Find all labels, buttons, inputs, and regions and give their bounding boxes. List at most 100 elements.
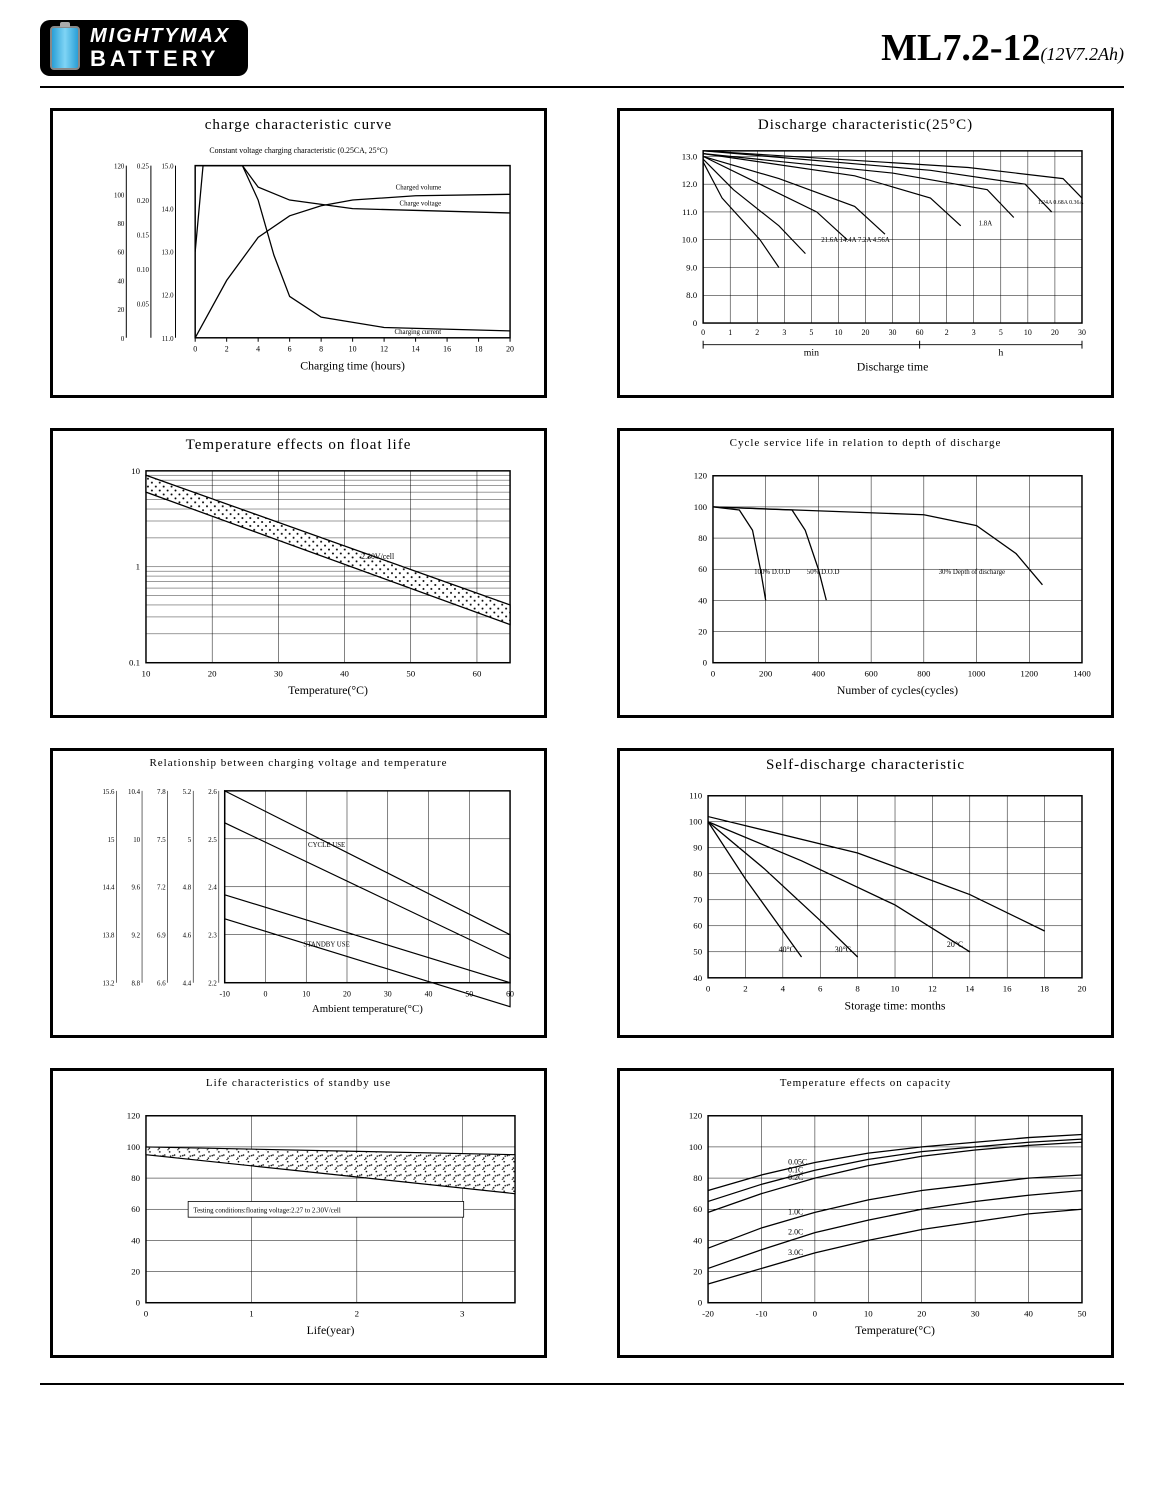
svg-text:13.0: 13.0 [162,250,175,257]
svg-text:90: 90 [693,843,702,853]
svg-text:120: 120 [689,1111,703,1121]
svg-text:2.4: 2.4 [208,885,217,892]
svg-text:30: 30 [274,669,283,679]
svg-text:60: 60 [693,921,702,931]
svg-text:0: 0 [193,345,197,354]
charts-grid: charge characteristic curve Constant vol… [40,108,1124,1358]
svg-text:0: 0 [711,669,716,679]
svg-text:11.0: 11.0 [682,207,698,217]
svg-text:7.5: 7.5 [157,837,166,844]
svg-text:7.8: 7.8 [157,789,166,796]
svg-text:Discharge time: Discharge time [857,359,929,373]
svg-text:20°C: 20°C [947,940,963,949]
svg-text:13.2: 13.2 [102,981,115,988]
svg-text:0: 0 [136,1298,141,1308]
svg-text:60: 60 [131,1204,140,1214]
svg-text:5: 5 [188,837,192,844]
chart5-svg: -10010203040506013.213.814.41515.68.89.2… [61,781,536,1027]
svg-text:60: 60 [698,564,707,574]
svg-text:1.8A: 1.8A [979,220,993,227]
svg-text:10: 10 [891,984,900,994]
svg-text:2: 2 [755,328,759,337]
svg-text:30: 30 [971,1309,980,1319]
svg-text:100: 100 [689,1142,703,1152]
svg-text:6: 6 [818,984,823,994]
svg-text:16: 16 [443,345,451,354]
svg-text:40: 40 [340,669,349,679]
svg-text:Life(year): Life(year) [307,1323,355,1337]
svg-text:1.0C: 1.0C [788,1207,803,1216]
svg-text:8.0: 8.0 [686,290,698,300]
chart-standby-life: Life characteristics of standby use 0123… [50,1068,547,1358]
svg-text:16: 16 [1003,984,1012,994]
svg-text:4: 4 [256,345,260,354]
svg-text:120: 120 [694,471,708,481]
logo: MIGHTYMAX BATTERY [40,20,248,76]
svg-text:8: 8 [855,984,860,994]
svg-text:60: 60 [473,669,482,679]
svg-text:20: 20 [1051,328,1059,337]
svg-text:18: 18 [1040,984,1049,994]
svg-text:Charge voltage: Charge voltage [399,201,441,208]
svg-text:Constant voltage charging char: Constant voltage charging characteristic… [209,146,388,155]
svg-text:0: 0 [813,1309,818,1319]
svg-text:0.15: 0.15 [137,233,150,240]
svg-text:12.0: 12.0 [162,293,175,300]
svg-text:2: 2 [225,345,229,354]
chart3-title: Temperature effects on float life [53,431,544,456]
svg-text:2: 2 [355,1309,359,1319]
svg-text:11.0: 11.0 [162,336,174,343]
svg-text:20: 20 [208,669,217,679]
svg-text:20: 20 [343,990,351,999]
svg-text:Charging time (hours): Charging time (hours) [300,358,405,372]
svg-text:2: 2 [945,328,949,337]
chart-charge-characteristic: charge characteristic curve Constant vol… [50,108,547,398]
svg-text:80: 80 [117,221,124,228]
svg-text:60: 60 [117,250,124,257]
svg-text:4.6: 4.6 [183,933,192,940]
svg-text:70: 70 [693,895,702,905]
svg-text:0.25: 0.25 [137,164,150,171]
svg-text:1: 1 [136,562,140,572]
svg-text:100: 100 [127,1142,141,1152]
svg-text:100: 100 [694,502,708,512]
svg-text:8.8: 8.8 [131,981,140,988]
svg-text:15.0: 15.0 [162,164,175,171]
chart-voltage-temp: Relationship between charging voltage an… [50,748,547,1038]
svg-text:Charging current: Charging current [395,329,442,336]
chart2-svg: 01235102030602351020308.09.010.011.012.0… [628,141,1103,387]
svg-text:1.24A 0.68A 0.36A: 1.24A 0.68A 0.36A [1038,200,1085,206]
svg-text:0.10: 0.10 [137,267,150,274]
svg-text:6.6: 6.6 [157,981,166,988]
chart2-title: Discharge characteristic(25°C) [620,111,1111,136]
svg-text:1: 1 [249,1309,253,1319]
chart6-title: Self-discharge characteristic [620,751,1111,776]
svg-text:20: 20 [693,1267,702,1277]
svg-text:40: 40 [693,973,702,983]
svg-text:h: h [998,348,1003,359]
svg-text:20: 20 [117,307,124,314]
chart1-title: charge characteristic curve [53,111,544,136]
chart3-svg: 1020304050600.1110Temperature(°C)2.30V/c… [61,461,536,707]
svg-text:9.2: 9.2 [131,933,140,940]
svg-text:10: 10 [142,669,151,679]
svg-text:4: 4 [781,984,786,994]
svg-text:100% D.O.D: 100% D.O.D [754,569,790,576]
svg-text:10.0: 10.0 [682,235,698,245]
svg-text:Storage time: months: Storage time: months [845,998,946,1012]
svg-text:5: 5 [999,328,1003,337]
svg-text:2.2: 2.2 [208,981,217,988]
svg-text:80: 80 [698,533,707,543]
svg-text:80: 80 [693,869,702,879]
svg-text:0.1: 0.1 [129,658,140,668]
svg-text:1400: 1400 [1073,669,1091,679]
svg-text:0.20: 0.20 [137,198,150,205]
svg-text:50: 50 [1078,1309,1087,1319]
svg-text:14: 14 [965,984,974,994]
chart-discharge-characteristic: Discharge characteristic(25°C) 012351020… [617,108,1114,398]
chart-self-discharge: Self-discharge characteristic 0246810121… [617,748,1114,1038]
chart5-title: Relationship between charging voltage an… [53,751,544,771]
model-sub: (12V7.2Ah) [1041,44,1124,64]
svg-text:0: 0 [121,336,125,343]
logo-text: MIGHTYMAX BATTERY [90,26,230,70]
